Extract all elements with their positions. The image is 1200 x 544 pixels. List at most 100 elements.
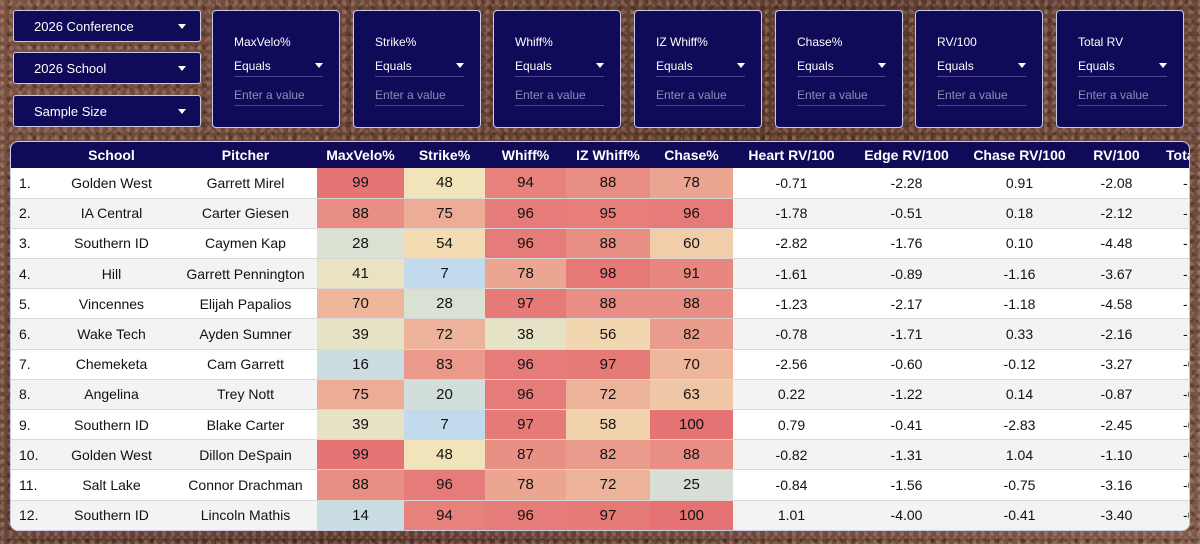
column-header[interactable]: Chase RV/100	[963, 142, 1076, 168]
filter-whiff: Whiff% Equals	[493, 10, 621, 128]
table-cell: 60	[650, 228, 733, 260]
column-header[interactable]: Heart RV/100	[733, 142, 850, 168]
column-header[interactable]: Strike%	[404, 142, 485, 168]
column-header[interactable]: School	[49, 142, 174, 168]
table-cell: -0.82	[733, 439, 850, 471]
table-cell: 2.	[11, 198, 49, 229]
column-header[interactable]: Chase%	[650, 142, 733, 168]
table-cell: 14	[317, 500, 404, 530]
table-cell: 100	[650, 500, 733, 530]
table-row[interactable]: 5. Vincennes Elijah Papalios 70 28 97 88 88 -1.2…	[11, 288, 1189, 320]
table-cell: -2.82	[733, 228, 850, 260]
table-cell: Vincennes	[49, 288, 174, 320]
table-cell: 0.14	[963, 379, 1076, 411]
table-cell: -1.10	[1076, 439, 1157, 471]
table-cell: 63	[650, 379, 733, 411]
table-cell: 54	[404, 228, 485, 260]
chevron-down-icon	[315, 63, 323, 68]
table-cell: 0.10	[963, 228, 1076, 260]
table-cell: -3.67	[1076, 258, 1157, 290]
column-header[interactable]: Whiff%	[485, 142, 566, 168]
table-cell: 78	[485, 469, 566, 501]
table-cell: 12.	[11, 500, 49, 530]
table-cell: 96	[485, 379, 566, 411]
table-cell: -2.45	[1076, 409, 1157, 441]
table-cell: 48	[404, 439, 485, 471]
filter-rv100: RV/100 Equals	[915, 10, 1043, 128]
table-cell: -0.71	[733, 168, 850, 199]
filter-value-input[interactable]	[375, 84, 464, 106]
column-header[interactable]	[11, 142, 49, 168]
column-header[interactable]: IZ Whiff%	[566, 142, 650, 168]
filter-operator-select[interactable]: Equals	[515, 55, 604, 77]
table-row[interactable]: 12. Southern ID Lincoln Mathis 14 94 96 97 100 1…	[11, 500, 1189, 530]
filter-value-input[interactable]	[797, 84, 886, 106]
column-header-label: Strike%	[418, 147, 471, 163]
table-cell: Cam Garrett	[174, 349, 317, 380]
filter-value-input[interactable]	[1078, 84, 1167, 106]
table-cell: Hill	[49, 258, 174, 290]
table-row[interactable]: 2. IA Central Carter Giesen 88 75 96 95 96 -1.78…	[11, 198, 1189, 229]
table-row[interactable]: 7. Chemeketa Cam Garrett 16 83 96 97 70 -2.56 -0.…	[11, 349, 1189, 380]
table-cell: -0.51	[850, 198, 963, 229]
chevron-down-icon	[178, 108, 186, 114]
table-cell: -1.61	[1157, 198, 1189, 229]
table-cell: 3.	[11, 228, 49, 260]
table-cell: -0.95	[1157, 379, 1189, 411]
table-cell: Dillon DeSpain	[174, 439, 317, 471]
table-cell: -0.84	[733, 469, 850, 501]
table-row[interactable]: 3. Southern ID Caymen Kap 28 54 96 88 60 -2.82 -1…	[11, 228, 1189, 260]
column-header-label: Edge RV/100	[864, 147, 949, 163]
table-cell: 1.01	[733, 500, 850, 530]
filter-operator-label: Equals	[656, 58, 693, 73]
column-header[interactable]: Edge RV/100	[850, 142, 963, 168]
table-cell: 6.	[11, 318, 49, 350]
table-row[interactable]: 1. Golden West Garrett Mirel 99 48 94 88 78 -0.7…	[11, 168, 1189, 199]
filter-iz-whiff: IZ Whiff% Equals	[634, 10, 762, 128]
school-dropdown[interactable]: 2026 School	[13, 52, 201, 84]
table-row[interactable]: 9. Southern ID Blake Carter 39 7 97 58 100 0.79-…	[11, 409, 1189, 441]
chevron-down-icon	[1159, 63, 1167, 68]
column-header[interactable]: RV/100	[1076, 142, 1157, 168]
filter-value-input[interactable]	[234, 84, 323, 106]
filter-value-input[interactable]	[656, 84, 745, 106]
filter-operator-select[interactable]: Equals	[234, 55, 323, 77]
table-cell: 75	[317, 379, 404, 411]
table-cell: 70	[317, 288, 404, 320]
table-cell: -0.78	[1157, 500, 1189, 530]
table-row[interactable]: 4. Hill Garrett Pennington 41 7 78 98 91 -1.61 -0…	[11, 258, 1189, 290]
table-cell: -1.56	[850, 469, 963, 501]
column-header[interactable]: Total ...	[1157, 142, 1189, 168]
column-header[interactable]: Pitcher	[174, 142, 317, 168]
table-row[interactable]: 8. Angelina Trey Nott 75 20 96 72 63 0.22 -1.22 0.…	[11, 379, 1189, 411]
table-cell: Angelina	[49, 379, 174, 411]
filter-operator-select[interactable]: Equals	[375, 55, 464, 77]
pitcher-leaderboard-table: School Pitcher MaxVelo% Strike% Whiff% IZ Whi…	[10, 141, 1190, 531]
filter-operator-select[interactable]: Equals	[1078, 55, 1167, 77]
table-cell: 4.	[11, 258, 49, 290]
table-cell: 96	[485, 500, 566, 530]
sample-size-dropdown[interactable]: Sample Size	[13, 95, 201, 127]
filter-value-input[interactable]	[937, 84, 1026, 106]
table-cell: 70	[650, 349, 733, 380]
table-cell: 91	[650, 258, 733, 290]
table-row[interactable]: 10. Golden West Dillon DeSpain 99 48 87 82 88 -0…	[11, 439, 1189, 471]
table-cell: -1.04	[1157, 318, 1189, 350]
table-cell: 11.	[11, 469, 49, 501]
table-cell: -0.87	[1076, 379, 1157, 411]
table-cell: 56	[566, 318, 650, 350]
table-cell: 7.	[11, 349, 49, 380]
filter-value-input[interactable]	[515, 84, 604, 106]
column-header-label: Pitcher	[221, 147, 270, 163]
table-row[interactable]: 6. Wake Tech Ayden Sumner 39 72 38 56 82 -0.78 -1…	[11, 318, 1189, 350]
sample-size-dropdown-label: Sample Size	[34, 103, 107, 119]
table-cell: Garrett Mirel	[174, 168, 317, 199]
table-cell: -0.41	[963, 500, 1076, 530]
table-row[interactable]: 11. Salt Lake Connor Drachman 88 96 78 72 25 -0.…	[11, 469, 1189, 501]
table-cell: Salt Lake	[49, 469, 174, 501]
filter-operator-select[interactable]: Equals	[656, 55, 745, 77]
filter-operator-select[interactable]: Equals	[937, 55, 1026, 77]
column-header[interactable]: MaxVelo%	[317, 142, 404, 168]
filter-operator-select[interactable]: Equals	[797, 55, 886, 77]
conference-dropdown[interactable]: 2026 Conference	[13, 10, 201, 42]
